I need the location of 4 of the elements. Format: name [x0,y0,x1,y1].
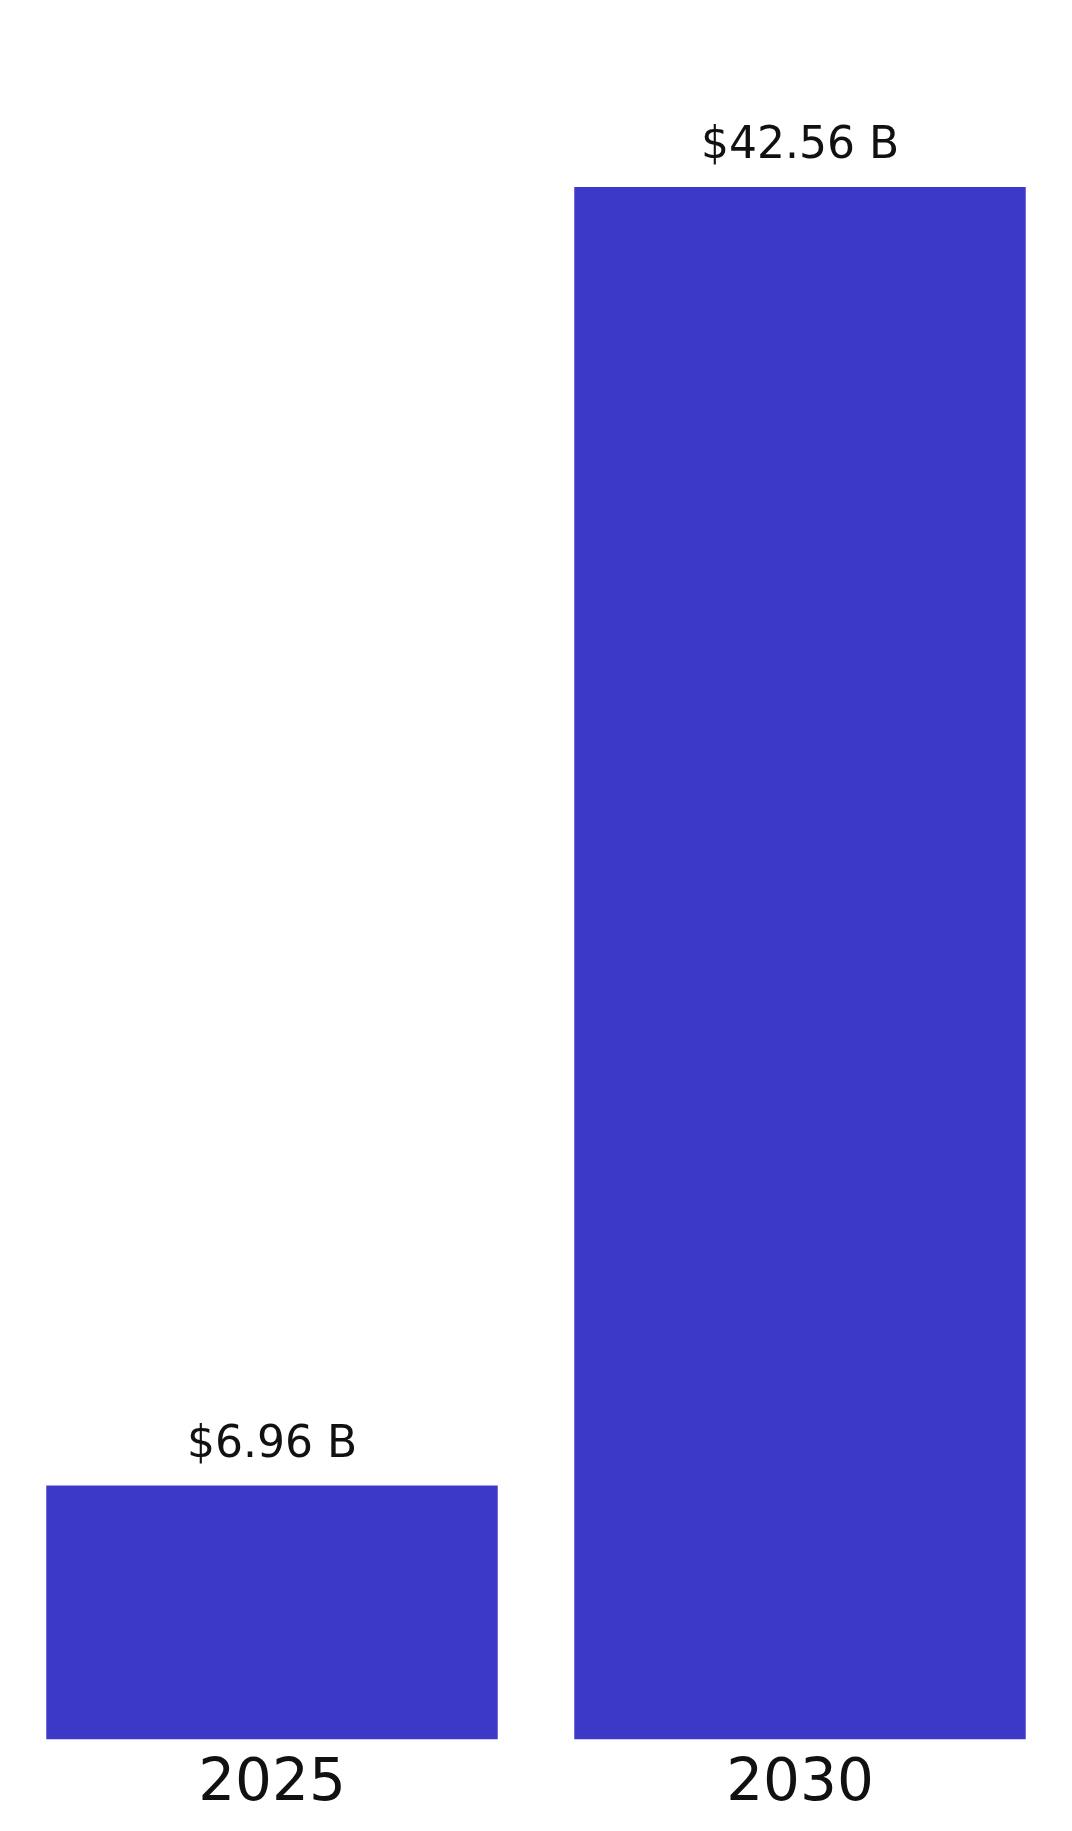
data-label: $42.56 B [700,117,900,169]
data-label: $6.96 B [186,1415,358,1467]
x-tick-label: 2025 [198,1746,346,1815]
x-tick-label: 2030 [726,1746,874,1815]
